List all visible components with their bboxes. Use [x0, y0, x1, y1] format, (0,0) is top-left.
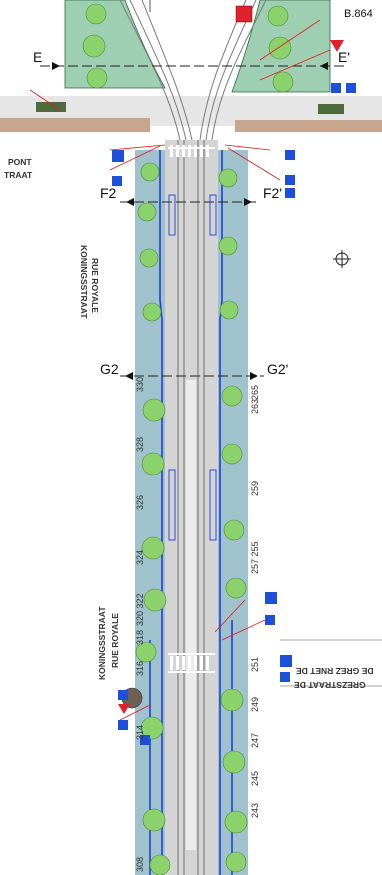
house-number: 257 255 [250, 541, 260, 574]
section-lines [40, 65, 345, 377]
house-number: 245 [250, 770, 260, 786]
bike-strip-left [0, 118, 150, 132]
street-label-koningsstraat: KONINGSSTRAAT [79, 245, 89, 319]
section-marker-g2-prime: G2' [267, 361, 289, 377]
north-arrow-icon [333, 250, 351, 268]
street-label-rue-de-grez: DE GREZ RNET DE [296, 666, 374, 676]
house-number: 265 [250, 384, 260, 400]
house-number: 324 [135, 549, 145, 565]
trees-right [218, 168, 248, 873]
section-arrows [52, 62, 328, 380]
section-marker-g2: G2 [100, 361, 119, 377]
traffic-signs [112, 83, 356, 745]
section-marker-f2-prime: F2' [263, 185, 283, 201]
bike-strip-right [235, 120, 382, 132]
section-marker-e-prime: E' [338, 49, 351, 65]
house-number: 320 322 [135, 593, 145, 626]
street-label-pont: PONT [8, 157, 32, 167]
street-label-grezstraat: GREZSTRAAT DE [294, 680, 366, 690]
house-number: 330 [135, 376, 145, 392]
house-number: 249 [250, 696, 260, 712]
house-number: 263 [250, 398, 260, 414]
house-number: 259 [250, 480, 260, 496]
house-number: 308 [135, 856, 145, 872]
trees-top [82, 3, 294, 93]
house-number: 326 [135, 494, 145, 510]
house-number: 314 [135, 724, 145, 740]
house-number: 328 [135, 436, 145, 452]
house-number: 316 [135, 660, 145, 676]
street-label-koningsstraat-lower: KONINGSSTRAAT [97, 606, 107, 680]
street-label-traat: TRAAT [4, 170, 33, 180]
central-tram-tracks [177, 140, 205, 875]
section-marker-f2: F2 [100, 185, 117, 201]
house-number: 251 [250, 656, 260, 672]
annotation-leaders [29, 19, 331, 721]
street-label-rue-royale: RUE ROYALE [90, 258, 100, 313]
drawing-code: B.864 [344, 8, 373, 20]
tram-track-fan [119, 0, 267, 141]
section-marker-e: E [33, 49, 43, 65]
house-number: 243 [250, 802, 260, 818]
trees-left [135, 162, 171, 875]
street-label-rue-royale-lower: RUE ROYALE [110, 613, 120, 668]
house-number: 247 [250, 732, 260, 748]
house-number: 318 [135, 629, 145, 645]
